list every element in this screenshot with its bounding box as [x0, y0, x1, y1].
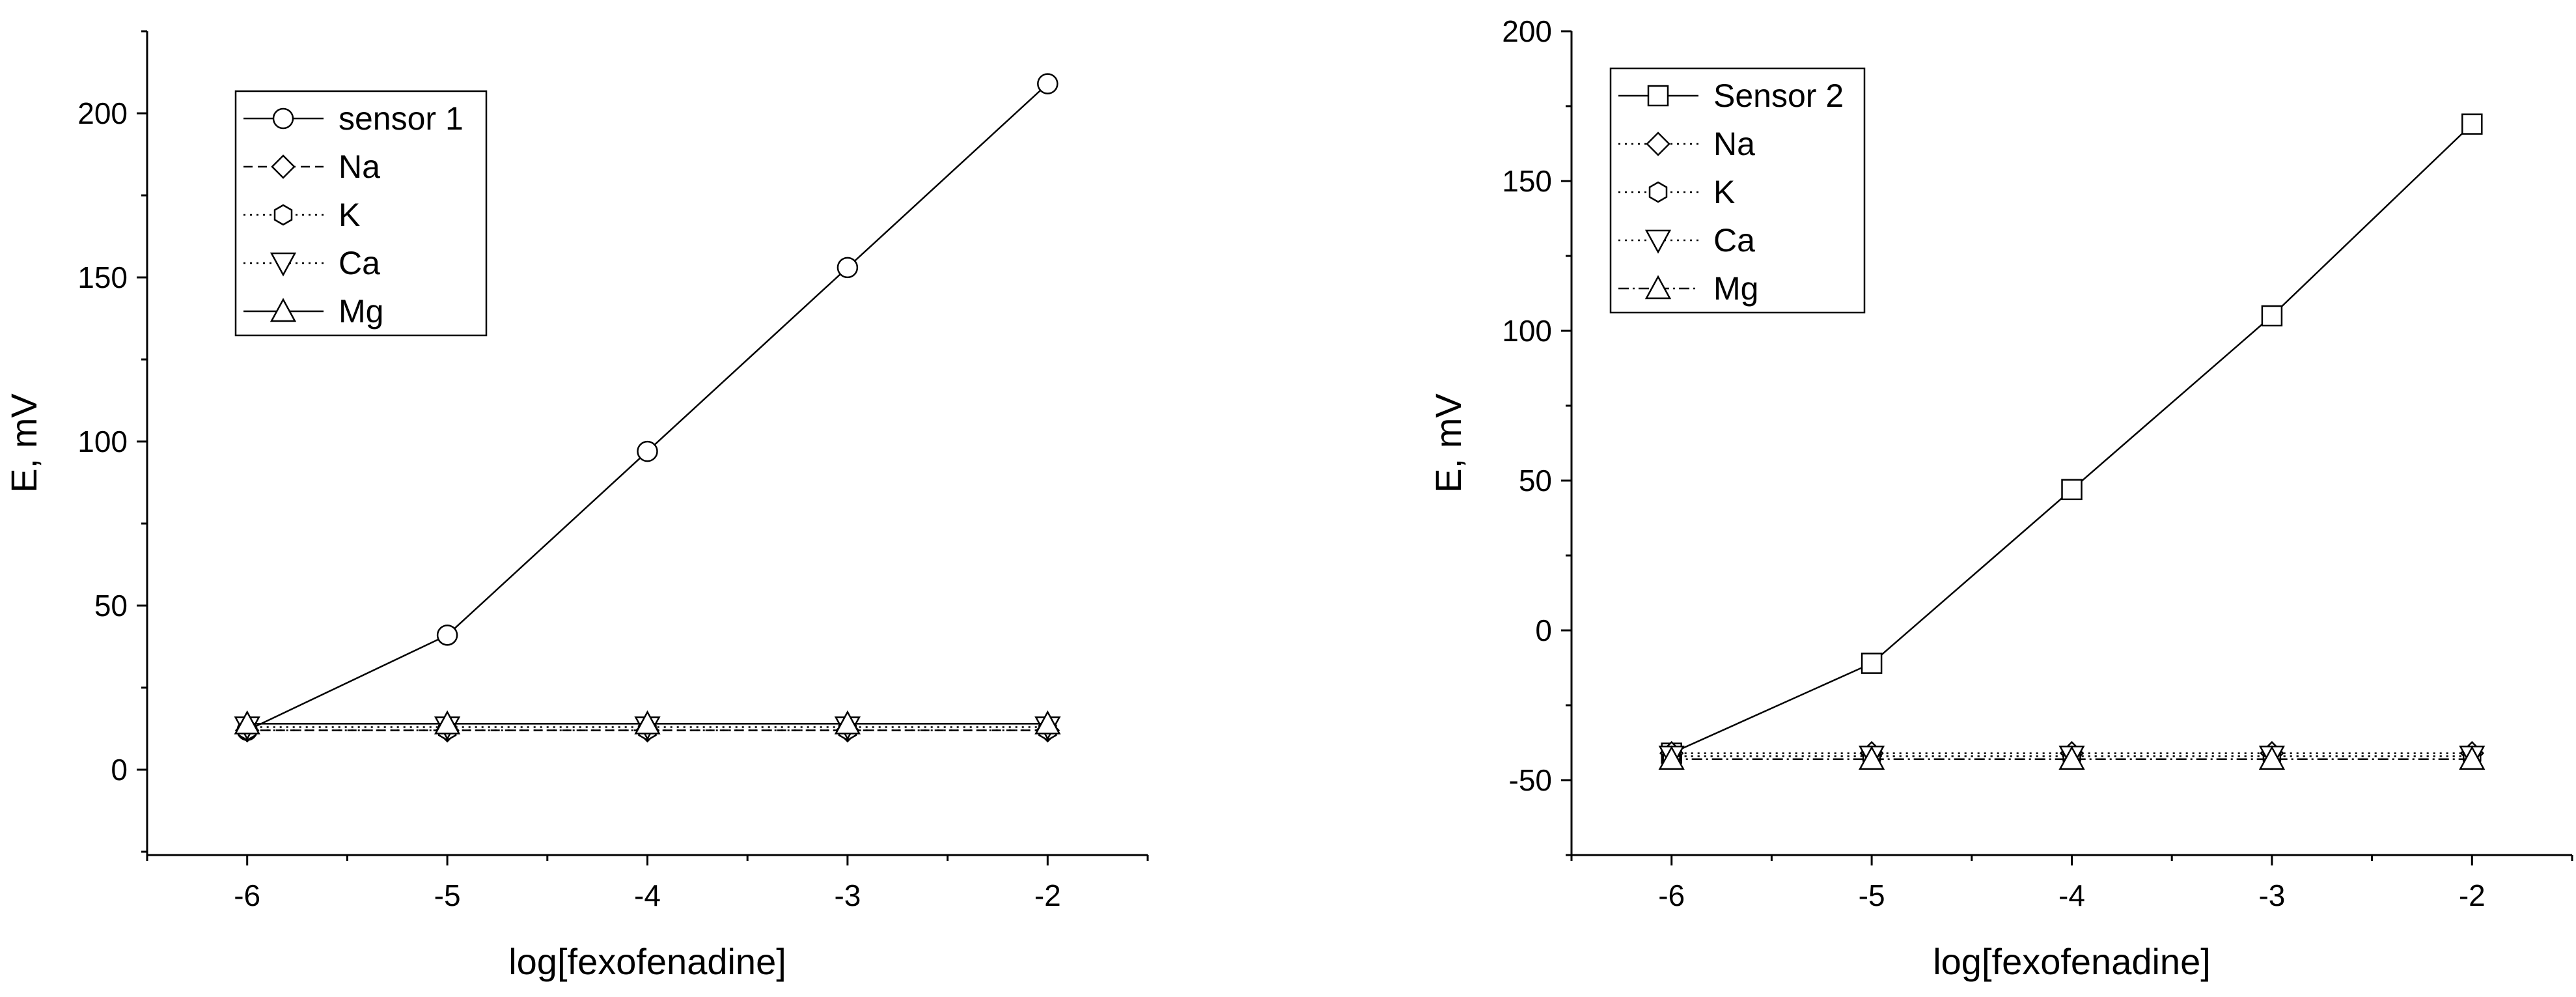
legend-label: K — [339, 197, 360, 233]
data-point-marker — [2061, 479, 2083, 501]
x-axis-title: log[fexofenadine] — [508, 941, 786, 982]
x-tick-label: -3 — [834, 878, 861, 912]
legend-swatch-marker — [1648, 181, 1668, 203]
x-tick-label: -4 — [2058, 878, 2085, 912]
x-tick-label: -5 — [434, 878, 461, 912]
legend-label: Mg — [339, 293, 383, 330]
x-tick-label: -2 — [1034, 878, 1061, 912]
y-tick-label: 100 — [1502, 314, 1552, 348]
legend-swatch-marker — [1647, 85, 1669, 107]
legend-swatch-marker — [1646, 132, 1670, 156]
legend-swatch-marker — [270, 298, 297, 322]
y-tick-label: 50 — [1519, 464, 1552, 498]
x-tick-label: -6 — [234, 878, 260, 912]
data-point-marker — [637, 440, 658, 462]
series-mg — [1658, 746, 2486, 770]
legend-label: Ca — [339, 245, 380, 281]
y-tick-label: 50 — [94, 589, 128, 623]
data-point-marker — [2459, 746, 2486, 770]
data-point-marker — [1858, 746, 1885, 770]
legend-swatch-marker — [1644, 275, 1672, 300]
data-point-marker — [2261, 305, 2283, 327]
y-tick-label: -50 — [1509, 763, 1552, 797]
y-axis-title: E, mV — [3, 393, 44, 493]
y-tick-label: 100 — [77, 425, 128, 458]
x-tick-label: -2 — [2459, 878, 2486, 912]
x-axis-title: log[fexofenadine] — [1933, 941, 2211, 982]
data-point-marker — [634, 710, 661, 735]
legend-label: Sensor 2 — [1713, 77, 1844, 114]
chart-panel-sensor-1: -6 -5 -4 -3 -2 0 50 100 150 200 log[fexofenadine] E… — [3, 30, 1149, 982]
legend-swatch-marker — [270, 252, 297, 277]
x-tick-label: -6 — [1658, 878, 1685, 912]
data-point-marker — [837, 257, 859, 279]
data-point-marker — [1034, 710, 1061, 735]
data-point-marker — [2258, 746, 2286, 770]
data-point-marker — [834, 710, 861, 735]
x-tick-label: -3 — [2258, 878, 2285, 912]
data-point-marker — [436, 625, 458, 646]
legend: Sensor 2 Na K Ca Mg — [1609, 67, 1866, 314]
data-point-marker — [434, 710, 461, 735]
data-point-marker — [2461, 113, 2483, 135]
data-point-marker — [1658, 746, 1685, 770]
data-point-marker — [1037, 73, 1059, 94]
data-point-marker — [234, 710, 260, 735]
legend-label: Na — [1713, 126, 1755, 162]
legend-swatch-marker — [271, 154, 296, 179]
chart-panel-sensor-2: -6 -5 -4 -3 -2 -50 0 50 100 150 200 log[fexofenadin… — [1428, 14, 2573, 982]
legend: sensor 1 Na K Ca Mg — [234, 90, 488, 337]
legend-swatch-marker — [272, 107, 294, 130]
y-tick-label: 150 — [77, 260, 128, 294]
legend-label: Ca — [1713, 222, 1755, 259]
legend-label: K — [1713, 174, 1735, 210]
legend-swatch-marker — [273, 204, 293, 226]
y-tick-label: 0 — [111, 753, 128, 787]
legend-label: Mg — [1713, 270, 1758, 307]
x-tick-label: -5 — [1859, 878, 1885, 912]
y-tick-label: 200 — [77, 96, 128, 130]
data-point-marker — [1861, 653, 1883, 674]
x-tick-label: -4 — [634, 878, 661, 912]
y-tick-label: 200 — [1502, 14, 1552, 48]
y-tick-label: 150 — [1502, 164, 1552, 198]
y-axis-title: E, mV — [1428, 393, 1469, 493]
legend-label: Na — [339, 148, 380, 185]
data-point-marker — [2058, 746, 2085, 770]
legend-label: sensor 1 — [339, 100, 464, 137]
legend-swatch-marker — [1644, 229, 1672, 254]
series-mg — [234, 710, 1061, 735]
y-tick-label: 0 — [1535, 613, 1552, 647]
